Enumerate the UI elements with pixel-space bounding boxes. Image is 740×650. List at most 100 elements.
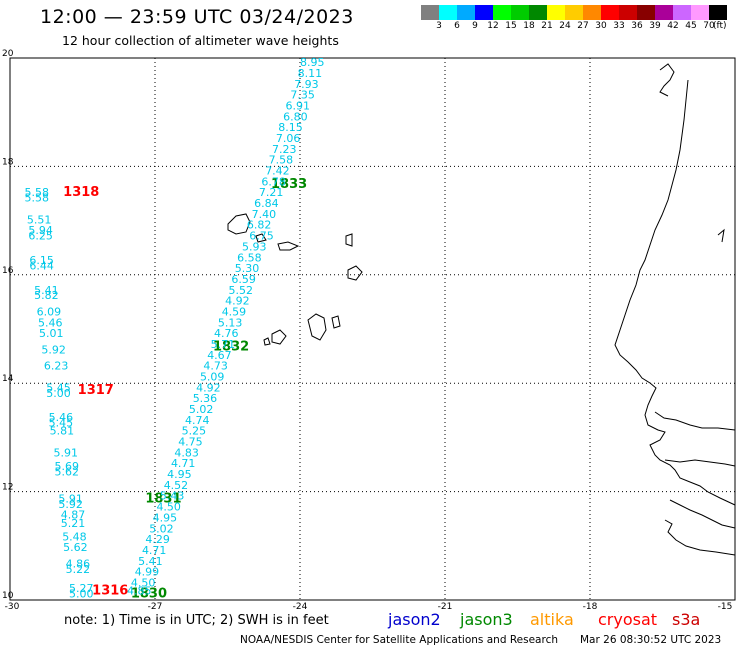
units-note: note: 1) Time is in UTC; 2) SWH is in fe… bbox=[64, 613, 329, 628]
colorbar-bin bbox=[673, 5, 691, 20]
swh-jason3-label: 5.41 bbox=[138, 555, 163, 568]
swh-jason3-label: 7.23 bbox=[272, 143, 297, 156]
colorbar-tick: 70 bbox=[703, 21, 715, 31]
swh-jason3-label: 5.36 bbox=[193, 392, 218, 405]
colorbar-tick: 33 bbox=[613, 21, 625, 31]
swh-jason3-label: 4.52 bbox=[164, 479, 189, 492]
track-time-label: 1317 bbox=[78, 383, 114, 398]
colorbar-tick: 24 bbox=[559, 21, 571, 31]
legend-altika: altika bbox=[530, 610, 574, 629]
swh-jason3-label: 8.11 bbox=[298, 67, 323, 80]
lon-tick-label: -27 bbox=[148, 602, 163, 610]
swh-cryosat-label: 6.15 bbox=[29, 254, 54, 267]
swh-jason3-label: 8.95 bbox=[300, 56, 325, 69]
coast-inlet-4 bbox=[664, 519, 736, 556]
coast-inlet-3 bbox=[669, 499, 736, 529]
swh-jason3-label: 5.02 bbox=[149, 522, 174, 535]
swh-jason3-label: 4.85 bbox=[127, 585, 152, 598]
swh-cryosat-label: 5.81 bbox=[50, 425, 74, 438]
island-boa-vista bbox=[347, 265, 363, 281]
coastline bbox=[227, 63, 736, 556]
swh-jason3-label: 4.95 bbox=[167, 468, 192, 481]
swh-cryosat-label: 5.22 bbox=[66, 563, 91, 576]
swh-cryosat-label: 5.58 bbox=[25, 186, 50, 199]
colorbar-tick: 3 bbox=[436, 21, 442, 31]
lat-tick-label: 12 bbox=[2, 483, 13, 493]
colorbar-bin bbox=[421, 5, 439, 20]
swh-jason3-label: 6.59 bbox=[231, 273, 256, 286]
coast-inlet-5 bbox=[654, 411, 736, 431]
swh-jason3-label: 4.76 bbox=[214, 327, 239, 340]
swh-cryosat-label: 5.94 bbox=[28, 224, 53, 237]
legend-jason2: jason2 bbox=[388, 610, 441, 629]
island-santiago bbox=[307, 313, 327, 341]
lon-tick-label: -21 bbox=[438, 602, 453, 610]
colorbar-tick: 27 bbox=[577, 21, 589, 31]
swh-cryosat-label: 4.87 bbox=[61, 509, 86, 522]
swh-cryosat-label: 5.62 bbox=[54, 465, 79, 478]
island-maio bbox=[331, 315, 341, 329]
colorbar-bin bbox=[583, 5, 601, 20]
swh-jason3-label: 5.25 bbox=[182, 425, 207, 438]
colorbar-tick: 9 bbox=[472, 21, 478, 31]
page-title: 12:00 — 23:59 UTC 03/24/2023 bbox=[40, 6, 354, 28]
credit-line: NOAA/NESDIS Center for Satellite Applica… bbox=[240, 634, 558, 646]
lat-tick-label: 20 bbox=[2, 49, 14, 59]
colorbar-tick: 15 bbox=[505, 21, 517, 31]
colorbar-tick: 18 bbox=[523, 21, 535, 31]
track-labels: 1833 1832 1831 1830 1318 1317 1316 bbox=[63, 177, 307, 601]
swh-jason3-label: 4.71 bbox=[142, 544, 167, 557]
lat-tick-label: 18 bbox=[2, 157, 14, 167]
swh-cryosat-label: 5.92 bbox=[58, 498, 82, 511]
colorbar-bin bbox=[709, 5, 727, 20]
colorbar-bin bbox=[619, 5, 637, 20]
swh-jason3-label: 4.59 bbox=[222, 305, 247, 318]
swh-jason3-label: 4.67 bbox=[207, 349, 232, 362]
swh-cryosat-label: 5.45 bbox=[46, 381, 71, 394]
swh-cryosat-label: 5.27 bbox=[69, 582, 94, 595]
track-time-label: 1832 bbox=[213, 340, 249, 355]
swh-cryosat-label: 6.23 bbox=[44, 360, 68, 373]
generation-date: Mar 26 08:30:52 UTC 2023 bbox=[580, 634, 722, 646]
swh-cryosat-label: 5.45 bbox=[49, 417, 74, 430]
swh-jason3-label: 5.52 bbox=[228, 284, 253, 297]
swh-cryosat-label: 6.09 bbox=[37, 305, 62, 318]
colorbar-tick: 45 bbox=[685, 21, 697, 31]
colorbar-bin bbox=[439, 5, 457, 20]
colorbar-bin bbox=[565, 5, 583, 20]
swh-cryosat-label: 5.51 bbox=[27, 213, 51, 226]
swh-jason3-label: 5.71 bbox=[211, 338, 236, 351]
swh-jason3-label: 6.82 bbox=[247, 219, 271, 232]
lat-tick-label: 14 bbox=[2, 374, 14, 384]
legend-cryosat: cryosat bbox=[598, 610, 658, 629]
swh-jason3-label: 5.09 bbox=[200, 370, 225, 383]
swh-cryosat-label: 5.82 bbox=[34, 289, 59, 302]
track-time-label: 1830 bbox=[131, 586, 167, 601]
lon-tick-label: -30 bbox=[5, 602, 20, 610]
lat-tick-label: 16 bbox=[2, 266, 14, 276]
swh-cryosat-label: 5.48 bbox=[62, 530, 86, 543]
map-grid bbox=[9, 57, 736, 601]
swh-jason3-label: 4.83 bbox=[174, 446, 199, 459]
lon-tick-label: -24 bbox=[293, 602, 308, 610]
page-subtitle: 12 hour collection of altimeter wave hei… bbox=[62, 33, 339, 48]
swh-jason3-label: 4.92 bbox=[225, 295, 250, 308]
swh-jason3-label: 7.06 bbox=[276, 132, 301, 145]
colorbar-tick: 12 bbox=[487, 21, 499, 31]
island-brava bbox=[263, 337, 271, 346]
swh-jason3-label: 8.15 bbox=[278, 121, 303, 134]
track-time-label: 1831 bbox=[145, 491, 181, 506]
swh-jason3-label: 4.29 bbox=[145, 533, 170, 546]
swh-jason3-label: 7.93 bbox=[294, 78, 319, 91]
track-time-label: 1316 bbox=[92, 584, 128, 599]
swh-cryosat-label: 6.44 bbox=[29, 259, 54, 272]
island-sal bbox=[345, 233, 353, 247]
wave-height-colorbar bbox=[421, 5, 727, 20]
swh-jason3-label: 6.80 bbox=[283, 110, 308, 123]
legend-jason3: jason3 bbox=[460, 610, 513, 629]
swh-jason3-label: 5.30 bbox=[235, 262, 260, 275]
coast-inlet-2 bbox=[717, 228, 725, 243]
swh-cryosat-label: 5.00 bbox=[69, 587, 94, 600]
colorbar-bin bbox=[511, 5, 529, 20]
swh-cryosat-label: 5.01 bbox=[39, 327, 64, 340]
